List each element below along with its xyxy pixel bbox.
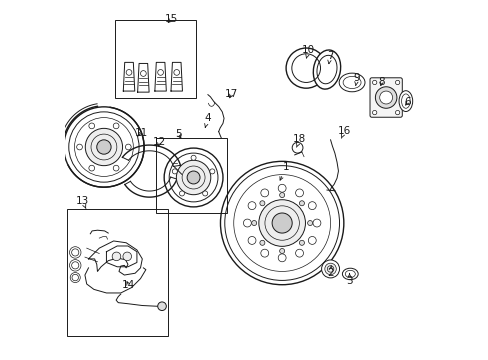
Circle shape bbox=[279, 248, 284, 253]
Text: 14: 14 bbox=[122, 280, 135, 290]
Circle shape bbox=[125, 144, 131, 150]
Text: 8: 8 bbox=[377, 77, 384, 87]
Circle shape bbox=[372, 80, 376, 85]
Text: 16: 16 bbox=[337, 126, 350, 138]
Circle shape bbox=[191, 155, 196, 160]
Ellipse shape bbox=[342, 268, 357, 280]
Circle shape bbox=[89, 123, 94, 129]
Circle shape bbox=[321, 260, 339, 278]
Circle shape bbox=[299, 240, 304, 245]
Circle shape bbox=[122, 252, 131, 261]
Circle shape bbox=[69, 247, 81, 258]
Circle shape bbox=[395, 80, 399, 85]
Circle shape bbox=[308, 237, 316, 244]
Circle shape bbox=[89, 165, 94, 171]
Text: 4: 4 bbox=[204, 113, 211, 127]
Circle shape bbox=[220, 161, 343, 285]
Text: 6: 6 bbox=[404, 97, 410, 107]
Ellipse shape bbox=[398, 91, 412, 112]
Circle shape bbox=[113, 123, 119, 129]
Text: 5: 5 bbox=[175, 129, 182, 139]
Text: 13: 13 bbox=[76, 196, 89, 208]
Circle shape bbox=[113, 165, 119, 171]
Circle shape bbox=[278, 184, 285, 192]
Circle shape bbox=[112, 252, 121, 261]
Circle shape bbox=[176, 160, 210, 195]
Circle shape bbox=[295, 189, 303, 197]
Text: 9: 9 bbox=[353, 73, 360, 86]
Bar bbox=[115, 21, 196, 98]
Text: 11: 11 bbox=[135, 128, 148, 138]
Text: 7: 7 bbox=[326, 50, 333, 64]
Circle shape bbox=[299, 201, 304, 206]
Circle shape bbox=[158, 302, 166, 311]
Text: 17: 17 bbox=[224, 89, 238, 99]
Circle shape bbox=[295, 249, 303, 257]
Circle shape bbox=[172, 169, 177, 174]
Circle shape bbox=[279, 193, 284, 198]
Circle shape bbox=[70, 273, 80, 283]
Circle shape bbox=[375, 87, 396, 108]
FancyBboxPatch shape bbox=[369, 78, 402, 117]
Circle shape bbox=[260, 249, 268, 257]
Circle shape bbox=[307, 221, 312, 226]
Text: 10: 10 bbox=[302, 45, 315, 58]
Circle shape bbox=[292, 142, 303, 153]
Circle shape bbox=[179, 191, 184, 196]
Circle shape bbox=[271, 213, 292, 233]
Circle shape bbox=[85, 129, 122, 166]
Ellipse shape bbox=[313, 50, 340, 89]
Circle shape bbox=[69, 260, 81, 271]
Ellipse shape bbox=[339, 73, 364, 92]
Circle shape bbox=[251, 221, 256, 226]
Circle shape bbox=[259, 240, 264, 245]
Circle shape bbox=[209, 169, 214, 174]
Circle shape bbox=[77, 144, 82, 150]
Bar bbox=[156, 138, 226, 213]
Circle shape bbox=[324, 263, 336, 275]
Circle shape bbox=[97, 140, 111, 154]
Text: 18: 18 bbox=[292, 135, 305, 147]
Circle shape bbox=[63, 107, 144, 187]
Circle shape bbox=[372, 111, 376, 115]
Circle shape bbox=[260, 189, 268, 197]
Circle shape bbox=[379, 91, 392, 104]
Circle shape bbox=[285, 48, 325, 88]
Circle shape bbox=[247, 237, 255, 244]
Text: 3: 3 bbox=[346, 273, 352, 286]
Bar bbox=[67, 209, 168, 336]
Circle shape bbox=[308, 202, 316, 210]
Circle shape bbox=[395, 111, 399, 115]
Text: 2: 2 bbox=[326, 265, 333, 278]
Circle shape bbox=[247, 202, 255, 210]
Circle shape bbox=[258, 200, 305, 246]
Text: 15: 15 bbox=[164, 14, 178, 24]
Circle shape bbox=[164, 148, 223, 207]
Circle shape bbox=[259, 201, 264, 206]
Circle shape bbox=[202, 191, 207, 196]
Circle shape bbox=[243, 219, 251, 227]
Circle shape bbox=[187, 171, 200, 184]
Circle shape bbox=[312, 219, 320, 227]
Text: 1: 1 bbox=[279, 162, 288, 180]
Circle shape bbox=[278, 254, 285, 262]
Text: 12: 12 bbox=[153, 138, 166, 147]
